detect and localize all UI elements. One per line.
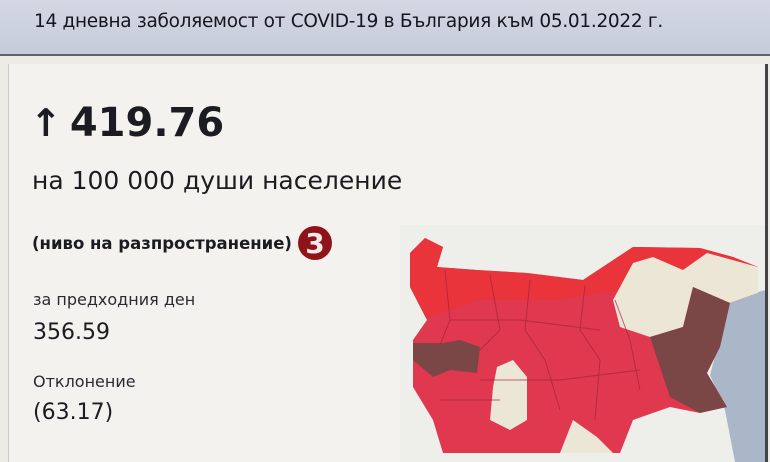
deviation-label: Отклонение <box>33 372 136 391</box>
unit-label: на 100 000 души население <box>32 166 403 195</box>
region-low-south[interactable] <box>560 420 613 453</box>
deviation-value: (63.17) <box>33 400 114 425</box>
previous-day-value: 356.59 <box>33 320 110 345</box>
spread-level: (ниво на разпространение) 3 <box>32 226 332 260</box>
sea-area <box>710 290 765 462</box>
region-borders <box>439 269 641 421</box>
incidence-value: 419.76 <box>69 100 225 146</box>
incidence-value-row: ↑ 419.76 <box>30 100 224 146</box>
page-title: 14 дневна заболяемост от COVID-19 в Бълг… <box>34 11 663 32</box>
region-extreme-east[interactable] <box>650 287 730 413</box>
region-low-central[interactable] <box>490 360 527 430</box>
header-bar: 14 дневна заболяемост от COVID-19 в Бълг… <box>0 0 770 56</box>
bulgaria-map[interactable] <box>400 225 765 462</box>
region-low-northeast[interactable] <box>613 253 758 337</box>
previous-day-label: за предходния ден <box>33 290 196 309</box>
spread-level-badge: 3 <box>297 226 332 260</box>
region-extreme-west[interactable] <box>413 340 480 377</box>
arrow-up-icon: ↑ <box>30 101 62 145</box>
spread-level-label: (ниво на разпространение) <box>32 233 292 253</box>
